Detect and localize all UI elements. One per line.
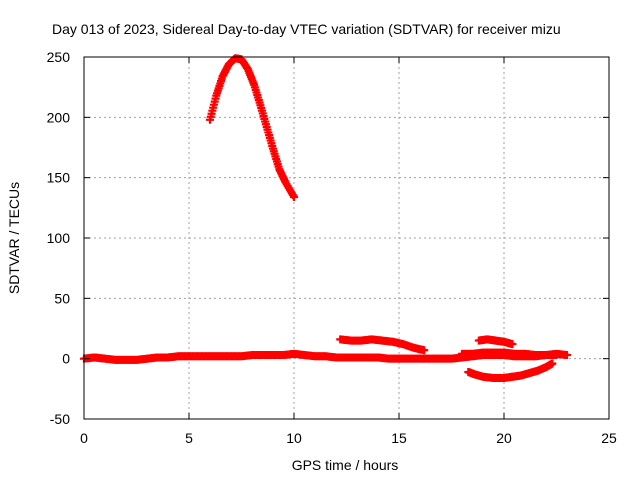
x-axis-label: GPS time / hours xyxy=(292,457,399,473)
x-tick-label: 20 xyxy=(496,430,512,446)
chart-title: Day 013 of 2023, Sidereal Day-to-day VTE… xyxy=(52,21,561,37)
x-tick-label: 0 xyxy=(80,430,88,446)
x-tick-label: 15 xyxy=(391,430,407,446)
data-series xyxy=(458,348,561,360)
y-tick-label: 200 xyxy=(47,109,71,125)
data-series xyxy=(206,54,298,201)
data-point xyxy=(563,351,571,360)
data-point xyxy=(420,346,429,355)
y-tick-label: 100 xyxy=(47,230,71,246)
y-axis-label: SDTVAR / TECUs xyxy=(6,182,22,294)
grid xyxy=(84,57,609,419)
y-tick-label: 150 xyxy=(47,170,71,186)
data-series xyxy=(80,349,571,364)
y-tick-label: 0 xyxy=(62,351,70,367)
y-tick-label: 250 xyxy=(47,49,71,65)
y-tick-label: 50 xyxy=(54,290,70,306)
data-point xyxy=(508,340,517,349)
x-tick-label: 10 xyxy=(286,430,302,446)
data-series xyxy=(336,335,429,355)
data-series xyxy=(508,359,557,381)
plot-points xyxy=(80,54,571,382)
data-point xyxy=(548,359,557,368)
x-tick-label: 5 xyxy=(185,430,193,446)
data-series xyxy=(464,367,517,382)
axis-ticks: 0 5 10 15 20 25 -50 0 50 100 150 200 250 xyxy=(47,49,617,446)
x-tick-label: 25 xyxy=(601,430,617,446)
y-tick-label: -50 xyxy=(50,411,70,427)
data-point xyxy=(552,351,561,360)
data-series xyxy=(474,335,517,349)
data-point xyxy=(290,192,298,201)
